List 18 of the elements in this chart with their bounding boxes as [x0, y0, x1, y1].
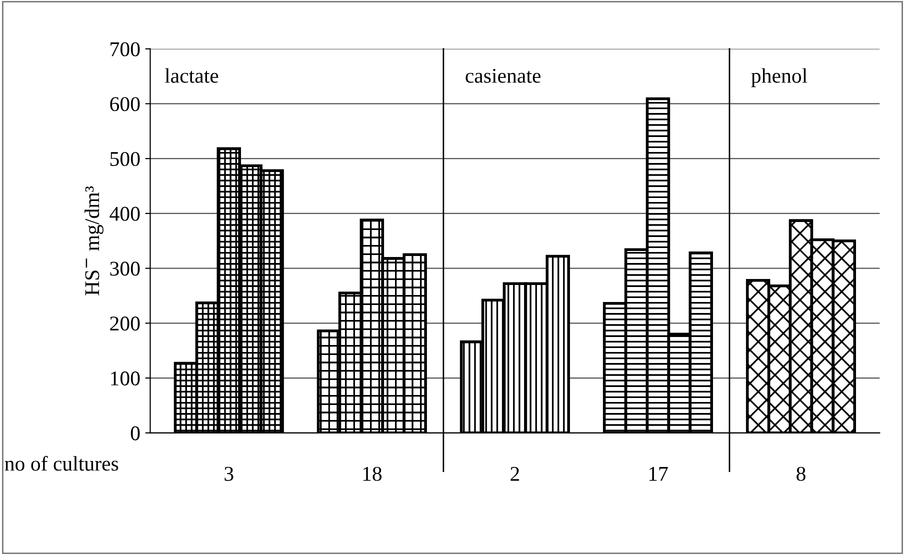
annotation: lactate	[164, 68, 218, 83]
annotation: casienate	[466, 68, 540, 83]
x-tick-label: 18	[363, 466, 382, 481]
x-tick-label: 3	[224, 466, 234, 481]
x-tick-label: 2	[510, 466, 520, 481]
y-tick-label: 200	[110, 316, 140, 331]
x-tick-label: 8	[796, 466, 806, 481]
x-axis-title: no of cultures	[4, 456, 118, 471]
x-tick-label: 17	[649, 466, 668, 481]
y-tick-label: 300	[110, 262, 140, 276]
annotation: phenol	[751, 68, 808, 88]
y-tick-label: 400	[110, 206, 140, 221]
y-axis-title: HS$^{−}$ mg/dm³	[84, 186, 104, 296]
y-tick-label: 600	[110, 97, 140, 112]
y-tick-label: 0	[130, 426, 140, 440]
y-tick-label: 500	[110, 152, 140, 166]
y-tick-label: 700	[110, 42, 140, 56]
y-tick-label: 100	[111, 371, 140, 386]
